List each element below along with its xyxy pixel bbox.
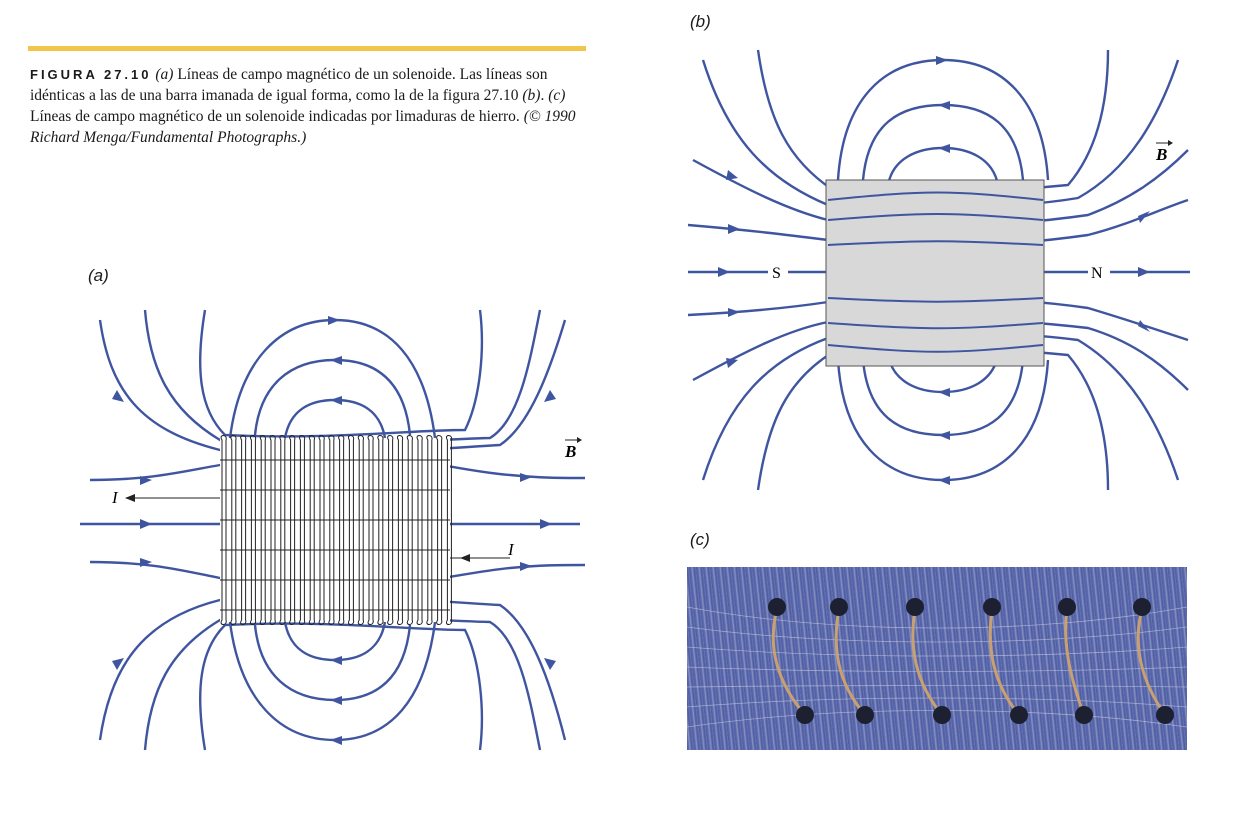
north-pole-label: N: [1091, 265, 1103, 282]
coil-posts: [768, 598, 1174, 724]
bar-magnet-diagram: S N B: [687, 49, 1190, 491]
coil-turn: [220, 435, 227, 625]
south-pole-label: S: [772, 265, 781, 282]
coil-turn: [250, 435, 257, 625]
coil-wires: [771, 608, 1167, 716]
coil-turn: [318, 435, 325, 625]
caption-text-1: Líneas de campo magnético de un solenoid…: [30, 66, 548, 104]
coil-turn: [426, 435, 433, 625]
current-label-left: I: [111, 488, 119, 507]
panel-c-label: (c): [690, 530, 710, 549]
field-label-a: B: [564, 442, 576, 461]
solenoid-coil: [125, 435, 510, 625]
filings-streaks: [687, 606, 1187, 728]
panel-a-label: (a): [88, 266, 109, 285]
photo-credit: (© 1990 Richard Menga/Fundamental Photog…: [30, 108, 576, 146]
accent-rule: [28, 46, 586, 51]
coil-turn: [436, 435, 443, 625]
coil-turn: [348, 435, 355, 625]
caption-text-3: Líneas de campo magnético de un solenoid…: [30, 108, 524, 125]
solenoid-diagram: I I B: [80, 309, 586, 751]
field-arrows: [112, 316, 556, 745]
coil-turn: [328, 435, 335, 625]
coil-turn: [387, 435, 394, 625]
coil-turn: [269, 435, 276, 625]
coil-turn: [279, 435, 286, 625]
caption-marker-b: (b): [522, 87, 541, 104]
caption-marker-a: (a): [155, 66, 174, 83]
coil-turn: [446, 435, 453, 625]
coil-turn: [299, 435, 306, 625]
coil-turn: [397, 435, 404, 625]
coil-turn: [308, 435, 315, 625]
iron-filings-photo: [687, 567, 1187, 750]
coil-turn: [406, 435, 413, 625]
field-label-b: B: [1155, 145, 1167, 164]
coil-turn: [259, 435, 266, 625]
figure-caption: FIGURA 27.10 (a) Líneas de campo magnéti…: [30, 64, 586, 148]
internal-field-lines: [827, 191, 1044, 353]
coil-turn: [367, 435, 374, 625]
coil-turn: [230, 435, 237, 625]
current-label-right: I: [507, 540, 515, 559]
bar-magnet: [825, 179, 1045, 367]
coil-turn: [289, 435, 296, 625]
field-vector-label-b: B: [1155, 140, 1173, 164]
caption-text-2: .: [540, 87, 549, 104]
coil-turn: [377, 435, 384, 625]
field-vector-label-a: B: [564, 437, 582, 461]
field-arrows-b: [718, 56, 1150, 485]
coil-turn: [357, 435, 364, 625]
coil-turn: [416, 435, 423, 625]
panel-b-label: (b): [690, 12, 711, 31]
coil-turn: [240, 435, 247, 625]
coil-turn: [338, 435, 345, 625]
figure-label: FIGURA 27.10: [30, 67, 152, 82]
caption-marker-c: (c): [548, 87, 566, 104]
